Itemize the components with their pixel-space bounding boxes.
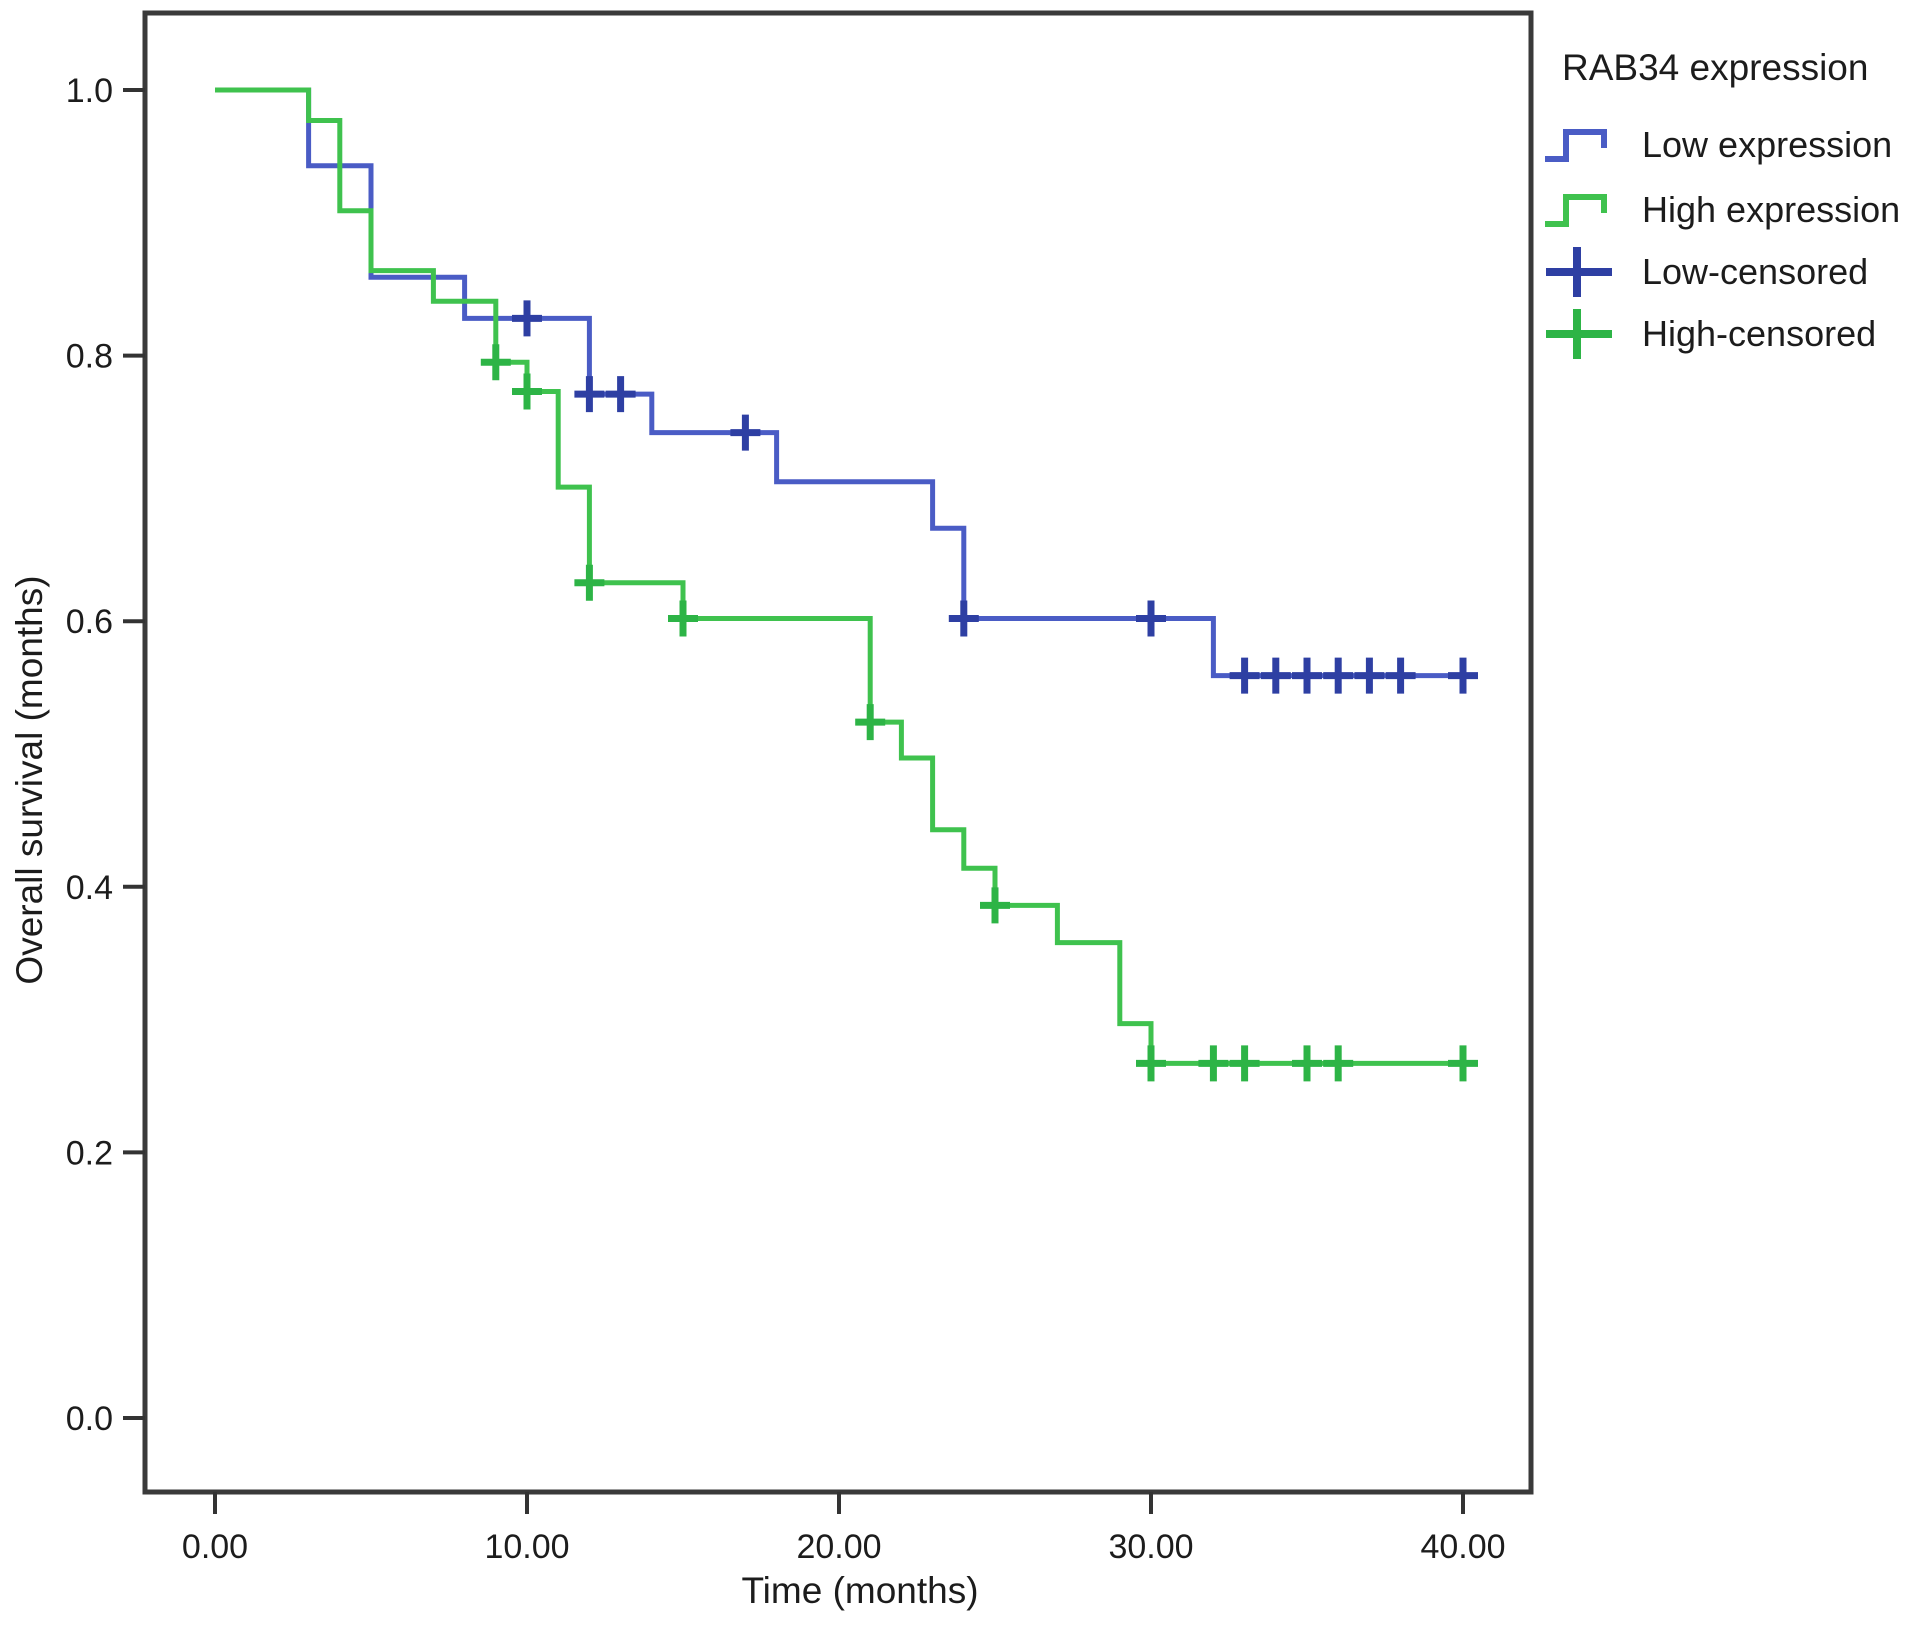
y-tick-label: 0.6 xyxy=(66,603,113,641)
legend-line-icon xyxy=(1545,194,1607,227)
legend-line-icon xyxy=(1545,129,1607,162)
survival-curve-high-expression xyxy=(215,87,1473,1066)
censor-mark-low-expression xyxy=(574,376,605,413)
censor-mark-high-expression xyxy=(574,564,605,601)
x-axis-title: Time (months) xyxy=(741,1570,978,1611)
censor-mark-high-expression xyxy=(1292,1045,1322,1082)
censor-marks-layer xyxy=(480,300,1478,1082)
censor-mark-high-expression xyxy=(1136,1045,1166,1082)
censor-mark-low-expression xyxy=(1354,657,1385,694)
y-tick-label: 0.8 xyxy=(66,338,113,376)
censor-mark-low-expression xyxy=(1448,657,1478,694)
censor-mark-high-expression xyxy=(855,704,886,741)
legend-cross-icon xyxy=(1546,247,1612,297)
censor-mark-high-expression xyxy=(980,887,1010,924)
legend-entry-label: Low-censored xyxy=(1642,251,1868,292)
y-tick-label: 0.2 xyxy=(66,1134,113,1172)
x-tick-label: 10.00 xyxy=(484,1528,569,1566)
x-tick-label: 0.00 xyxy=(182,1528,248,1566)
legend-entry: Low expression xyxy=(1545,124,1892,165)
censor-mark-high-expression xyxy=(512,373,542,410)
y-axis-title: Overall survival (months) xyxy=(9,575,50,984)
censor-mark-low-expression xyxy=(1323,657,1354,694)
censor-mark-low-expression xyxy=(1385,657,1416,694)
censor-mark-low-expression xyxy=(730,414,761,451)
legend-entry-label: High expression xyxy=(1642,189,1900,230)
censor-mark-high-expression xyxy=(668,600,698,637)
censor-mark-low-expression xyxy=(1136,600,1166,637)
plot-border xyxy=(142,10,1534,1495)
legend: Low expression High expression Low-censore… xyxy=(1545,124,1900,359)
censor-mark-low-expression xyxy=(512,300,542,337)
censor-mark-high-expression xyxy=(1323,1045,1354,1082)
censor-mark-high-expression xyxy=(1229,1045,1260,1082)
censor-mark-low-expression xyxy=(605,376,636,413)
censor-mark-high-expression xyxy=(1448,1045,1478,1082)
legend-entry: Low-censored xyxy=(1546,247,1868,297)
legend-entry: High-censored xyxy=(1546,309,1876,359)
y-tick-label: 1.0 xyxy=(66,72,113,110)
x-axis-ticks: 0.00 10.00 20.00 30.00 40.00 xyxy=(182,1492,1506,1566)
survival-curves-layer xyxy=(215,87,1476,1066)
survival-curve-low-expression xyxy=(215,87,1476,679)
censor-mark-low-expression xyxy=(1260,657,1291,694)
y-axis-ticks: 0.0 0.2 0.4 0.6 0.8 1.0 xyxy=(66,72,145,1438)
x-tick-label: 40.00 xyxy=(1420,1528,1505,1566)
legend-cross-icon xyxy=(1546,309,1612,359)
legend-entry-label: Low expression xyxy=(1642,124,1892,165)
censor-mark-low-expression xyxy=(948,600,979,637)
x-tick-label: 20.00 xyxy=(796,1528,881,1566)
legend-entry-label: High-censored xyxy=(1642,313,1876,354)
censor-mark-low-expression xyxy=(1292,657,1322,694)
censor-mark-high-expression xyxy=(480,344,511,381)
x-tick-label: 30.00 xyxy=(1108,1528,1193,1566)
legend-title: RAB34 expression xyxy=(1562,47,1868,88)
legend-entry: High expression xyxy=(1545,189,1900,230)
censor-mark-low-expression xyxy=(1229,657,1260,694)
y-tick-label: 0.0 xyxy=(66,1400,113,1438)
y-tick-label: 0.4 xyxy=(66,869,113,907)
censor-mark-high-expression xyxy=(1198,1045,1229,1082)
